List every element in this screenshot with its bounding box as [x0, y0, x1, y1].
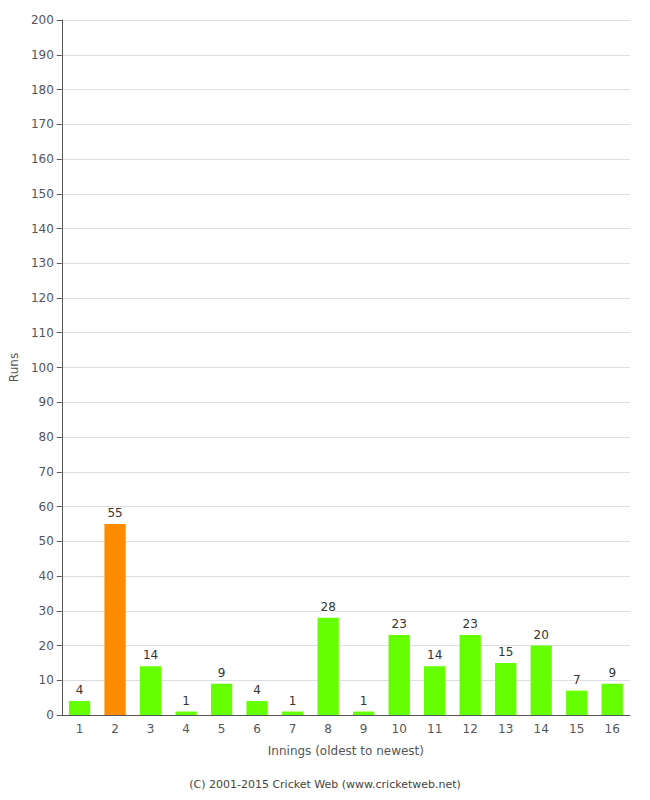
svg-text:1: 1	[76, 722, 84, 736]
svg-text:50: 50	[39, 534, 54, 548]
svg-text:55: 55	[107, 506, 122, 520]
svg-text:180: 180	[31, 83, 54, 97]
svg-text:15: 15	[569, 722, 584, 736]
svg-text:200: 200	[31, 13, 54, 27]
svg-text:190: 190	[31, 48, 54, 62]
svg-text:7: 7	[289, 722, 297, 736]
svg-text:10: 10	[39, 673, 54, 687]
svg-text:20: 20	[534, 628, 549, 642]
svg-text:130: 130	[31, 256, 54, 270]
svg-text:Innings (oldest to newest): Innings (oldest to newest)	[268, 744, 424, 758]
svg-text:160: 160	[31, 152, 54, 166]
svg-text:90: 90	[39, 395, 54, 409]
svg-text:100: 100	[31, 361, 54, 375]
svg-text:40: 40	[39, 569, 54, 583]
svg-text:3: 3	[147, 722, 155, 736]
svg-text:23: 23	[463, 617, 478, 631]
svg-text:14: 14	[427, 648, 442, 662]
svg-text:9: 9	[218, 666, 226, 680]
svg-text:Runs: Runs	[7, 353, 21, 382]
svg-text:0: 0	[46, 708, 54, 722]
svg-text:4: 4	[182, 722, 190, 736]
svg-text:140: 140	[31, 222, 54, 236]
svg-text:4: 4	[253, 683, 261, 697]
svg-text:28: 28	[321, 600, 336, 614]
svg-text:16: 16	[605, 722, 620, 736]
svg-text:150: 150	[31, 187, 54, 201]
svg-text:70: 70	[39, 465, 54, 479]
svg-text:14: 14	[534, 722, 549, 736]
svg-text:60: 60	[39, 500, 54, 514]
svg-text:5: 5	[218, 722, 226, 736]
svg-text:13: 13	[498, 722, 513, 736]
svg-text:7: 7	[573, 673, 581, 687]
svg-text:170: 170	[31, 117, 54, 131]
svg-text:2: 2	[111, 722, 119, 736]
svg-text:14: 14	[143, 648, 158, 662]
svg-text:9: 9	[360, 722, 368, 736]
svg-text:11: 11	[427, 722, 442, 736]
svg-text:110: 110	[31, 326, 54, 340]
svg-text:1: 1	[289, 694, 297, 708]
svg-text:1: 1	[360, 694, 368, 708]
svg-text:80: 80	[39, 430, 54, 444]
svg-text:6: 6	[253, 722, 261, 736]
svg-text:9: 9	[608, 666, 616, 680]
svg-text:4: 4	[76, 683, 84, 697]
svg-text:15: 15	[498, 645, 513, 659]
svg-text:23: 23	[392, 617, 407, 631]
svg-text:20: 20	[39, 639, 54, 653]
svg-text:1: 1	[182, 694, 190, 708]
svg-text:12: 12	[463, 722, 478, 736]
svg-text:8: 8	[324, 722, 332, 736]
svg-text:10: 10	[392, 722, 407, 736]
svg-text:30: 30	[39, 604, 54, 618]
svg-text:(C) 2001-2015 Cricket Web (www: (C) 2001-2015 Cricket Web (www.cricketwe…	[189, 778, 461, 791]
svg-text:120: 120	[31, 291, 54, 305]
